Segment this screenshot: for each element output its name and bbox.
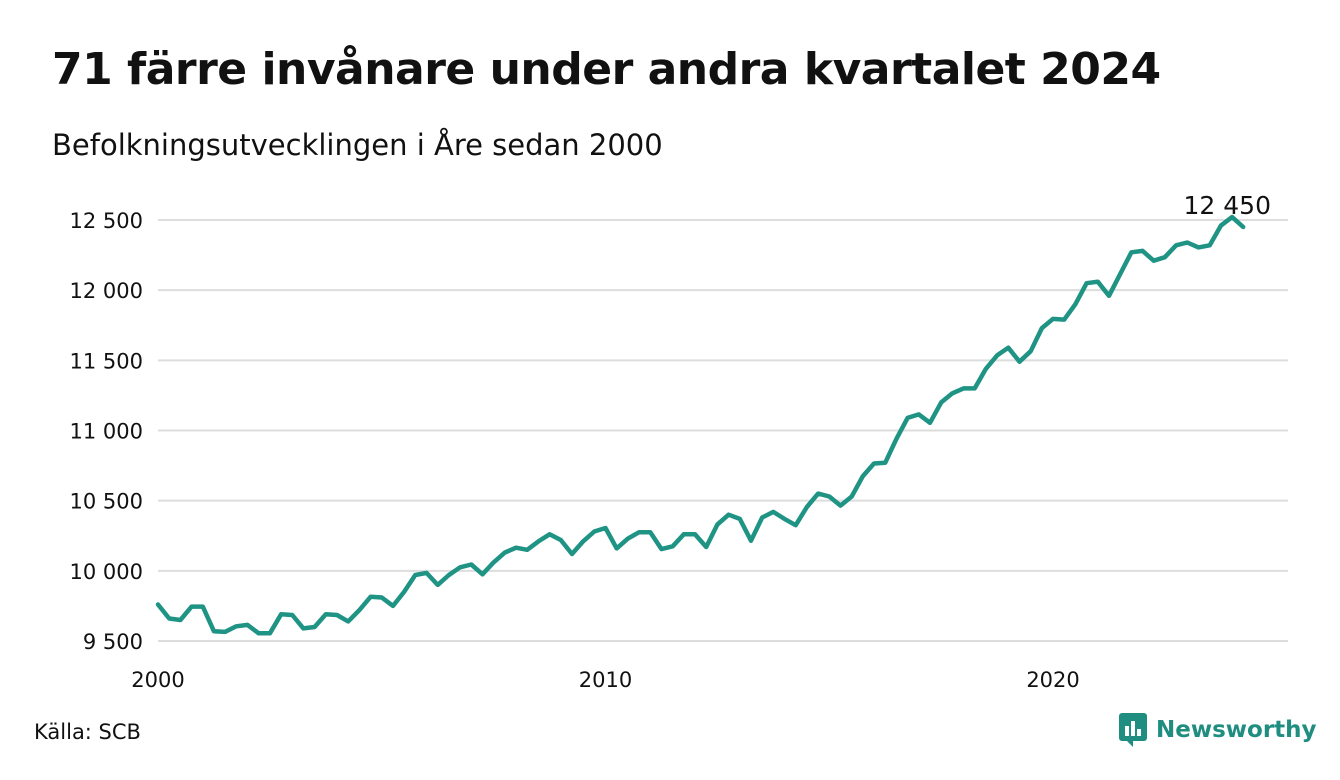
chart-subtitle: Befolkningsutvecklingen i Åre sedan 2000 — [52, 128, 663, 162]
y-tick-label: 11 000 — [70, 420, 143, 444]
x-axis-ticks: 2000 2010 2020 — [131, 668, 1080, 692]
x-tick-label: 2020 — [1026, 668, 1079, 692]
y-tick-label: 9 500 — [83, 630, 143, 654]
y-tick-label: 12 000 — [70, 279, 143, 303]
newsworthy-logo-text: Newsworthy — [1156, 717, 1317, 743]
series-layer — [155, 214, 1246, 636]
y-tick-label: 12 500 — [70, 209, 143, 233]
series-line — [155, 214, 1246, 636]
x-tick-label: 2010 — [579, 668, 632, 692]
source-note: Källa: SCB — [34, 720, 141, 744]
chart-title: 71 färre invånare under andra kvartalet … — [52, 44, 1161, 95]
newsworthy-logo[interactable]: Newsworthy — [1118, 712, 1317, 748]
annotation-layer: 12 450 — [1184, 191, 1271, 220]
y-tick-label: 11 500 — [70, 349, 143, 373]
y-axis-ticks: 9 500 10 000 10 500 11 000 11 500 12 000 12 50… — [70, 209, 143, 654]
end-value-label: 12 450 — [1184, 191, 1271, 220]
x-tick-label: 2000 — [131, 668, 184, 692]
y-tick-label: 10 000 — [70, 560, 143, 584]
newsworthy-logo-icon — [1119, 713, 1147, 747]
y-tick-label: 10 500 — [70, 490, 143, 514]
grid-lines — [158, 219, 1288, 642]
